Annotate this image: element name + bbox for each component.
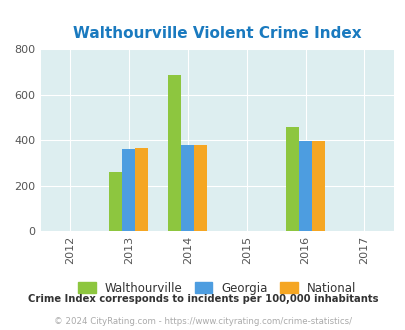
- Text: © 2024 CityRating.com - https://www.cityrating.com/crime-statistics/: © 2024 CityRating.com - https://www.city…: [54, 317, 351, 326]
- Bar: [168, 75, 181, 231]
- Bar: [122, 149, 135, 231]
- Bar: [298, 141, 311, 231]
- Bar: [194, 145, 207, 231]
- Bar: [135, 148, 148, 231]
- Bar: [109, 172, 122, 231]
- Text: Crime Index corresponds to incidents per 100,000 inhabitants: Crime Index corresponds to incidents per…: [28, 294, 377, 304]
- Bar: [311, 141, 324, 231]
- Bar: [181, 145, 194, 231]
- Bar: [286, 127, 298, 231]
- Legend: Walthourville, Georgia, National: Walthourville, Georgia, National: [73, 277, 360, 299]
- Title: Walthourville Violent Crime Index: Walthourville Violent Crime Index: [73, 26, 360, 41]
